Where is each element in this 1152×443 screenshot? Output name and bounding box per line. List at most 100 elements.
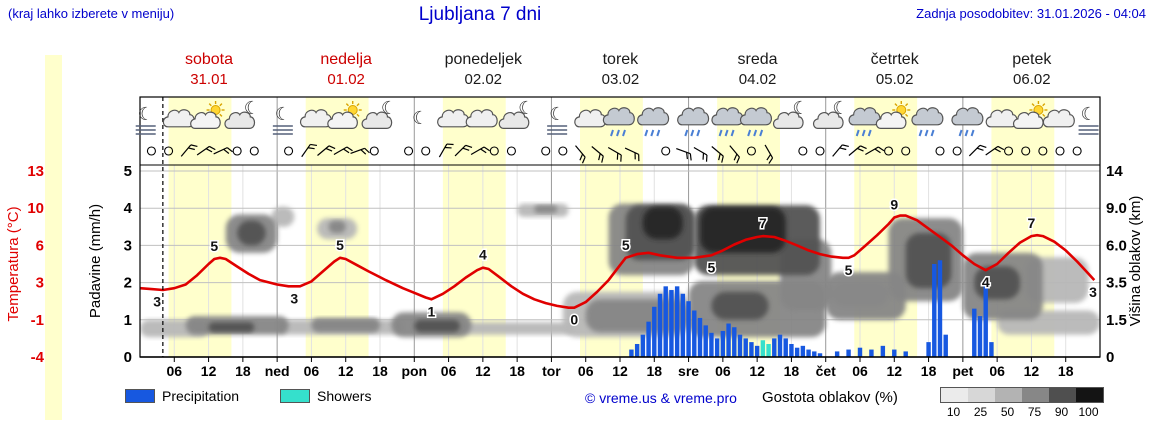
wind-barb-icon [438,143,454,158]
temp-value-label: 7 [1028,215,1036,231]
precip-axis-tick: 3 [124,237,132,254]
precip-bar [806,349,811,357]
day-date: 05.02 [875,71,914,88]
left-accent-strip [45,55,62,420]
weather-cloud-rain-icon [951,107,984,137]
svg-text:☾: ☾ [412,108,428,129]
precip-bar [640,334,646,357]
x-tick-label: 12 [201,363,217,379]
x-tick-label: čet [816,363,837,379]
temp-value-label: 3 [1089,284,1097,300]
wind-barb-icon [985,145,1005,156]
precipitation-swatch [125,389,155,403]
temp-value-label: 5 [336,237,344,253]
weather-moon-fog-icon: ☾ [547,104,568,135]
wind-barb-icon [729,145,740,164]
weather-cloud-moon-icon: ☾ [498,98,534,130]
wind-barb-icon [832,144,849,157]
precip-axis-tick: 2 [124,275,132,292]
day-name: ponedeljek [444,51,522,68]
cloud-axis-tick: 1.5 [1106,312,1127,329]
wind-barb-icon [968,144,987,157]
wind-calm-icon [884,146,894,156]
density-swatch-50 [995,388,1022,402]
x-tick-label: ned [265,363,290,379]
precip-bar [817,353,823,357]
temp-value-label: 5 [622,237,630,253]
wind-barb-icon [711,146,724,163]
weather-cloud-moon-icon: ☾ [772,98,808,130]
temperature-curve [140,214,1096,309]
x-tick-label: 06 [166,363,182,379]
showers-label: Showers [317,388,372,404]
precip-bar [846,349,851,357]
wind-barb-icon [317,145,336,156]
precipitation-bars [629,260,994,357]
density-swatch-90 [1049,388,1076,402]
weather-cloud-moon-icon: ☾ [224,98,260,130]
cloud-axis-tick: 14 [1106,163,1123,180]
wind-barb-icon [454,144,473,157]
day-header-četrtek: četrtek 05.02 [826,50,964,89]
wind-calm-icon [952,146,962,156]
wind-calm-icon [901,146,911,156]
cloud-density-ticks: 10 25 50 75 90 100 [940,405,1102,419]
x-tick-label: sre [678,363,699,379]
wind-calm-icon [815,146,825,156]
precip-bar [646,321,651,357]
cloud-axis-tick: 6.0 [1106,237,1127,254]
precip-bar [777,334,783,357]
weather-cloud-icon [162,109,195,128]
temp-axis-tick: 10 [27,200,44,217]
day-date: 01.02 [327,71,365,88]
precip-bar [743,338,748,357]
weather-cloud-rain-icon [911,107,944,137]
wind-barb-icon [350,147,370,155]
weather-cloud-moon-icon: ☾ [361,98,397,130]
day-date: 02.02 [464,71,503,88]
x-tick-label: 18 [921,363,937,379]
precip-axis-tick: 0 [124,349,132,366]
day-name: četrtek [870,51,919,68]
wind-barb-icon [624,147,640,162]
precip-axis-tick: 4 [124,200,133,217]
weather-cloud-rain-icon [711,107,744,137]
x-tick-label: 06 [715,363,731,379]
x-tick-label: 18 [1058,363,1074,379]
cloud-blob [460,322,575,335]
precip-bar [857,347,863,357]
temp-value-label: 7 [759,215,767,231]
wind-calm-icon [404,146,414,156]
weather-cloud-sun-icon [327,101,362,130]
wind-calm-icon [935,146,945,156]
cloud-blob [700,206,786,253]
credit-link[interactable]: © vreme.us & vreme.pro [585,390,737,406]
x-tick-label: 06 [441,363,457,379]
temp-value-label: 5 [210,238,218,254]
temp-axis-tick: -4 [31,349,45,366]
wind-calm-icon [164,146,174,156]
x-tick-label: 06 [578,363,594,379]
cloud-blob [414,319,460,333]
wind-calm-icon [489,146,499,156]
precip-bar [652,306,657,357]
precip-bar [697,317,703,357]
precip-axis-title: Padavine (mm/h) [87,204,104,318]
x-tick-label: 06 [989,363,1005,379]
precip-bar [754,345,760,357]
precip-axis-tick: 5 [124,163,132,180]
day-name: nedelja [320,51,372,68]
wind-barb-icon [470,146,490,156]
cloud-blob [711,291,769,320]
precipitation-label: Precipitation [162,388,240,404]
cloud-blob [534,205,558,214]
precip-bar [726,323,731,357]
wind-barb-icon [676,148,692,161]
day-header-petek: petek 06.02 [963,50,1101,89]
precip-bar [783,338,788,357]
precip-bar [674,286,680,357]
precip-bar [937,260,943,357]
wind-barb-icon [693,146,708,162]
density-tick: 100 [1078,405,1099,419]
